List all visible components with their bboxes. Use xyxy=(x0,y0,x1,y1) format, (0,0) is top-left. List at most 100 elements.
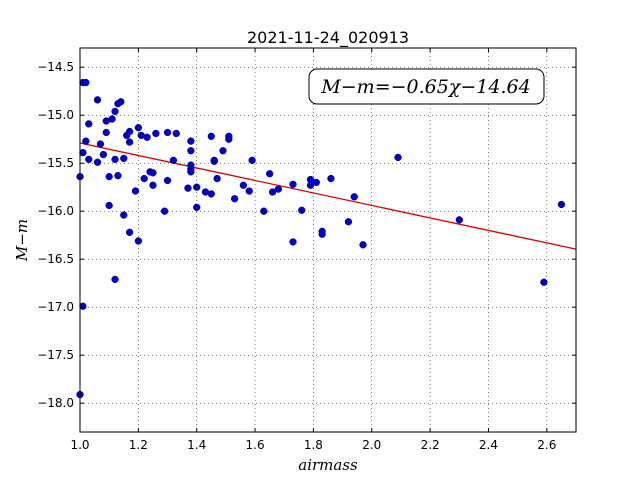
data-point xyxy=(260,207,268,215)
data-point xyxy=(105,172,113,181)
data-point xyxy=(193,203,201,212)
data-point xyxy=(187,147,195,155)
data-point xyxy=(350,193,358,201)
data-point xyxy=(187,168,195,176)
data-point xyxy=(149,181,157,189)
legend-frame xyxy=(308,68,545,105)
data-point xyxy=(131,187,140,195)
data-point xyxy=(394,153,402,162)
data-point xyxy=(140,174,148,183)
data-point xyxy=(82,137,90,145)
data-point xyxy=(114,172,122,180)
fit-line xyxy=(79,142,577,250)
data-point xyxy=(210,156,218,164)
data-point xyxy=(111,107,119,116)
data-point xyxy=(225,135,233,143)
data-point xyxy=(99,150,107,159)
data-point xyxy=(85,155,93,164)
y-tick-label: −17.5 xyxy=(37,348,74,362)
x-axis-label: airmass xyxy=(298,456,358,474)
data-point xyxy=(96,140,105,148)
data-point xyxy=(268,188,277,196)
data-points xyxy=(76,78,566,399)
data-point xyxy=(120,211,128,219)
data-point xyxy=(344,218,353,226)
data-point xyxy=(120,154,128,163)
data-point xyxy=(318,230,326,238)
data-point xyxy=(184,184,192,192)
y-tick-label: −15.0 xyxy=(37,108,74,122)
data-point xyxy=(207,190,215,198)
data-point xyxy=(108,115,116,123)
data-point xyxy=(79,302,87,310)
data-point xyxy=(79,148,87,157)
y-tick-label: −15.5 xyxy=(37,156,74,170)
plot-frame xyxy=(79,47,577,433)
data-point xyxy=(359,241,367,249)
fit-legend-box: M−m=−0.65χ−14.64 xyxy=(308,68,545,105)
chart-title: 2021-11-24_020913 xyxy=(247,28,409,48)
x-tick-label: 1.2 xyxy=(129,438,148,452)
data-point xyxy=(85,120,93,128)
x-axis-ticks: 1.0 1.2 1.4 1.6 1.8 2.0 2.2 2.4 2.6 xyxy=(70,48,556,452)
data-point xyxy=(134,124,143,132)
data-point xyxy=(248,156,256,164)
fit-line-layer xyxy=(79,142,577,250)
x-tick-label: 2.6 xyxy=(537,438,556,452)
grid-lines xyxy=(80,48,576,432)
y-axis-label: M−m xyxy=(13,219,31,262)
data-point xyxy=(455,216,463,224)
data-point xyxy=(219,147,227,155)
data-point xyxy=(117,98,125,106)
data-point xyxy=(125,127,134,136)
y-tick-label: −17.0 xyxy=(37,300,74,314)
x-tick-label: 2.2 xyxy=(421,438,440,452)
x-tick-label: 2.0 xyxy=(362,438,381,452)
data-point xyxy=(557,200,566,209)
data-point xyxy=(265,170,274,178)
data-point xyxy=(93,158,102,166)
data-point xyxy=(230,195,239,203)
data-point xyxy=(111,155,119,164)
data-point xyxy=(163,176,172,185)
data-point xyxy=(169,156,178,164)
y-tick-label: −16.5 xyxy=(37,252,74,266)
y-axis-ticks: −14.5 −15.0 −15.5 −16.0 −16.5 −17.0 −17.5 −18.0 xyxy=(37,60,576,410)
data-point xyxy=(274,185,283,193)
y-tick-label: −16.0 xyxy=(37,204,74,218)
x-tick-label: 1.6 xyxy=(246,438,265,452)
data-point xyxy=(213,174,221,183)
y-tick-label: −14.5 xyxy=(37,60,74,74)
data-point xyxy=(327,174,335,183)
data-point xyxy=(102,128,110,137)
data-point xyxy=(93,96,102,104)
data-point xyxy=(245,187,253,195)
data-point xyxy=(163,128,172,137)
x-tick-label: 1.4 xyxy=(187,438,206,452)
data-point xyxy=(289,238,297,246)
data-point xyxy=(82,78,90,87)
x-tick-label: 1.8 xyxy=(304,438,323,452)
data-point xyxy=(298,206,306,214)
data-point xyxy=(540,278,548,286)
data-point xyxy=(306,181,315,189)
data-point xyxy=(193,183,201,191)
data-point xyxy=(105,201,113,210)
data-point xyxy=(149,169,157,177)
data-point xyxy=(172,129,180,138)
data-point xyxy=(207,132,215,140)
data-point xyxy=(312,178,320,187)
data-point xyxy=(125,138,134,146)
data-point xyxy=(111,275,119,284)
y-tick-label: −18.0 xyxy=(37,396,74,410)
data-point xyxy=(160,207,169,215)
x-tick-label: 2.4 xyxy=(479,438,498,452)
data-point xyxy=(125,228,134,236)
data-point xyxy=(289,180,297,188)
data-point xyxy=(134,237,143,245)
data-point xyxy=(152,129,160,138)
x-tick-label: 1.0 xyxy=(70,438,89,452)
data-point xyxy=(143,133,151,141)
data-point xyxy=(239,181,248,189)
